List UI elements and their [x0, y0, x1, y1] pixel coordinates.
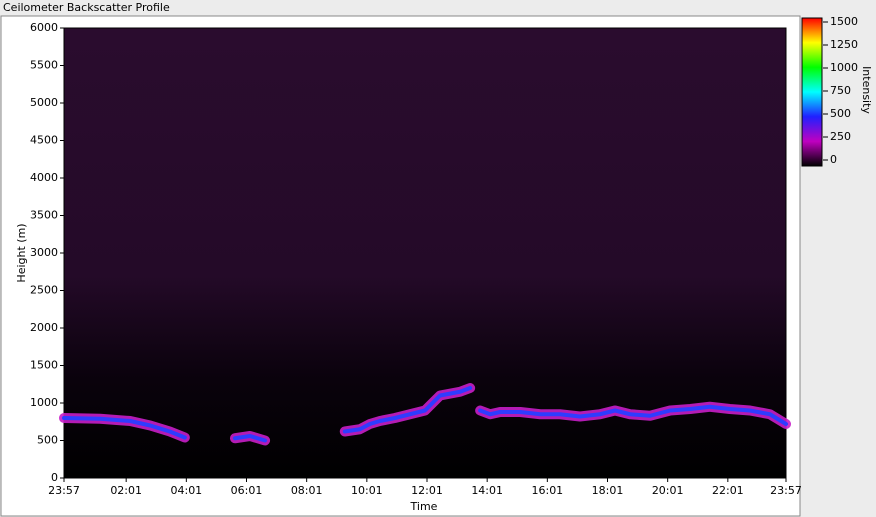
colorbar-tick-label: 250 — [830, 130, 851, 143]
colorbar-tick-label: 500 — [830, 107, 851, 120]
x-tick-label: 22:01 — [712, 484, 744, 497]
colorbar-tick-label: 1500 — [830, 15, 858, 28]
x-tick-label: 20:01 — [652, 484, 684, 497]
y-tick-label: 4500 — [30, 134, 58, 147]
colorbar-tick-label: 1250 — [830, 38, 858, 51]
colorbar — [801, 17, 823, 167]
colorbar-tick-label: 750 — [830, 84, 851, 97]
x-tick-label: 04:01 — [170, 484, 202, 497]
x-tick-label: 06:01 — [231, 484, 263, 497]
y-tick-label: 5500 — [30, 59, 58, 72]
y-tick-label: 1500 — [30, 359, 58, 372]
plot-area — [64, 28, 786, 478]
y-tick-label: 3000 — [30, 246, 58, 259]
y-tick-label: 2500 — [30, 284, 58, 297]
x-tick-label: 16:01 — [531, 484, 563, 497]
x-tick-label: 02:01 — [110, 484, 142, 497]
x-tick-label: 18:01 — [592, 484, 624, 497]
x-tick-label: 08:01 — [291, 484, 323, 497]
x-tick-label: 23:57 — [48, 484, 80, 497]
window-title: Ceilometer Backscatter Profile — [3, 1, 170, 14]
x-tick-label: 10:01 — [351, 484, 383, 497]
backscatter-layer — [62, 386, 788, 443]
x-tick-label: 12:01 — [411, 484, 443, 497]
colorbar-tick-label: 1000 — [830, 61, 858, 74]
x-axis-label: Time — [410, 500, 438, 513]
y-tick-label: 6000 — [30, 21, 58, 34]
y-tick-label: 4000 — [30, 171, 58, 184]
y-tick-label: 0 — [51, 471, 58, 484]
x-tick-label: 23:57 — [770, 484, 802, 497]
y-tick-label: 5000 — [30, 96, 58, 109]
y-tick-label: 1000 — [30, 396, 58, 409]
y-tick-label: 2000 — [30, 321, 58, 334]
x-tick-label: 14:01 — [471, 484, 503, 497]
y-tick-label: 3500 — [30, 209, 58, 222]
y-axis-label: Height (m) — [15, 223, 28, 282]
y-tick-label: 500 — [37, 434, 58, 447]
colorbar-label: Intensity — [860, 66, 873, 114]
colorbar-tick-label: 0 — [830, 153, 837, 166]
